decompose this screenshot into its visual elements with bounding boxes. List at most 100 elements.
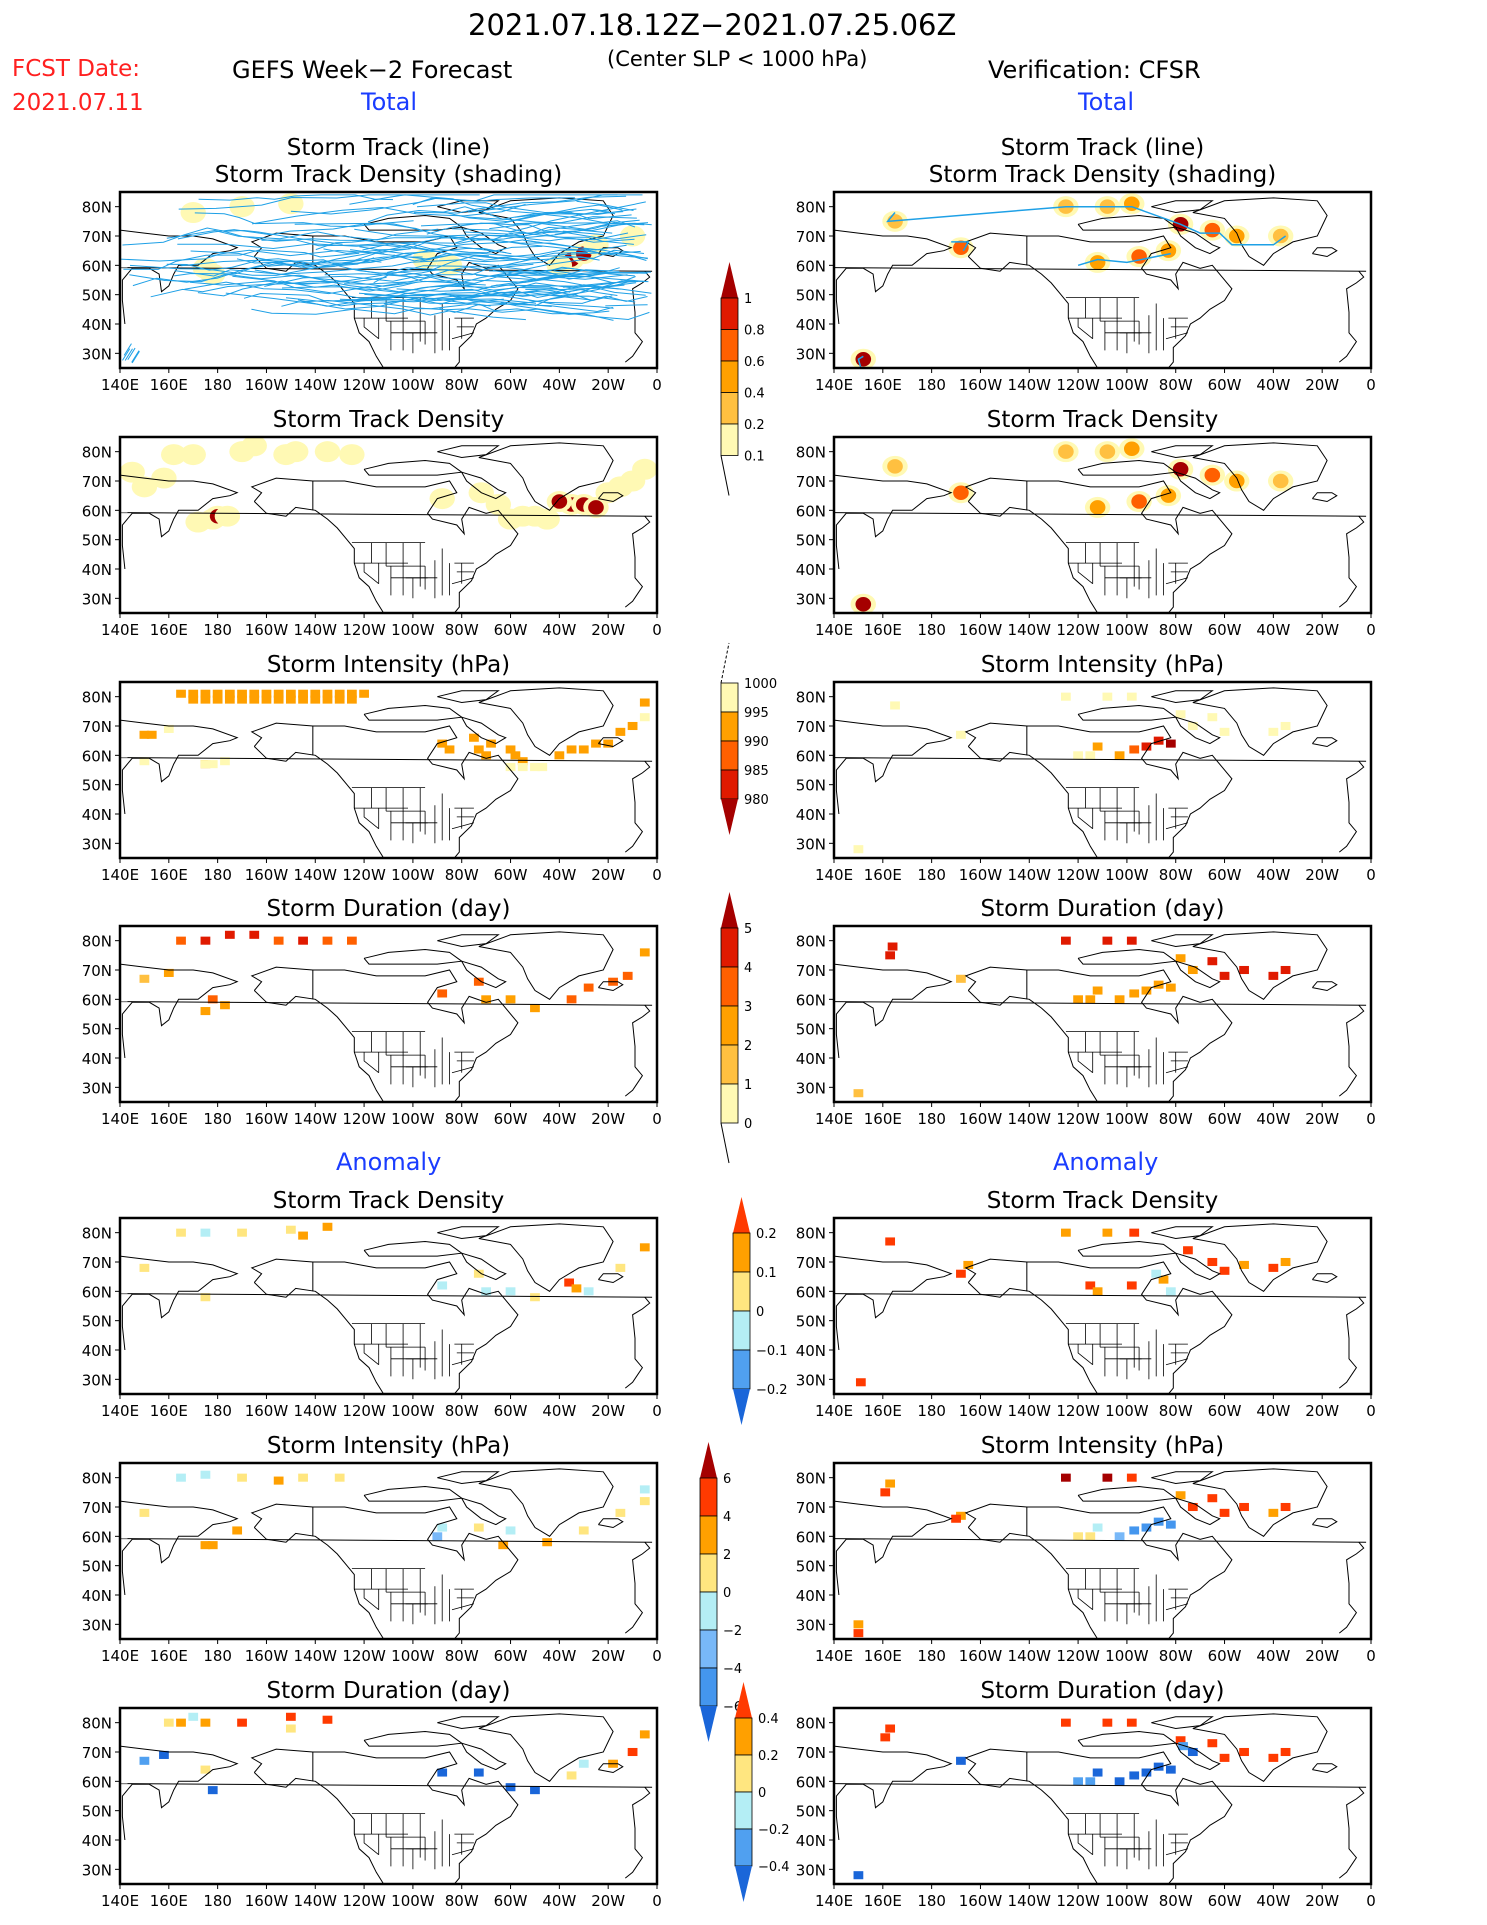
y-tick-label: 50N [82,532,112,550]
shading-cell [200,936,211,945]
storm-track-line [194,212,414,228]
x-tick-label: 80W [1159,1647,1193,1665]
shading-cell [1219,1753,1230,1762]
shading-cell [1085,751,1096,760]
panel-plot-area [120,1712,653,1884]
y-tick-label: 30N [82,345,112,363]
state-border [1077,1589,1093,1611]
x-tick-label: 120W [342,1892,386,1910]
coastline [120,1783,653,1788]
y-tick-label: 60N [82,502,112,520]
shading-cell [176,1718,186,1727]
shading-cell [261,695,272,704]
y-tick-label: 80N [82,933,112,951]
state-border [1165,1848,1189,1856]
x-tick-label: 140E [815,1647,853,1665]
shading-cell [1114,751,1125,760]
shading-cell [1153,1517,1164,1526]
shading-cell [956,730,966,739]
y-tick-label: 80N [82,1715,112,1733]
x-tick-label: 100W [1105,1892,1149,1910]
coastline [250,477,519,613]
x-tick-label: 40W [542,1647,576,1665]
panel-plot-area [120,437,657,613]
shading-cell [437,1281,448,1290]
x-tick-label: 160W [959,866,1003,884]
shading-cell [566,1771,577,1780]
shading-cell [273,936,284,945]
colorbar-segment [720,966,739,1007]
storm-track-line [344,258,590,285]
shading-cell [200,1718,211,1727]
shading-cell [176,1228,186,1237]
storm-track-line [197,280,419,297]
shading-cell [1126,1473,1137,1482]
coastline [834,1783,1367,1788]
colorbar-segment [720,1044,739,1085]
colorbar-segment [720,392,739,425]
map-frame [832,190,1373,370]
coastline [250,1258,519,1394]
coastline [964,1748,1233,1884]
shading-cell [1272,228,1289,244]
state-border [363,1052,379,1074]
y-tick-label: 80N [796,933,826,951]
coastline [1338,270,1365,363]
shading-cell [1204,467,1221,483]
shading-cell [1129,1228,1140,1237]
shading-cell [1061,692,1071,701]
shading-cell [176,936,186,945]
coastline [1192,1223,1328,1292]
shading-cell [1141,742,1152,751]
shading-cell [347,936,357,945]
shading-cell [890,701,900,710]
shading-cell [530,1786,540,1795]
storm-track-line [602,222,649,227]
storm-track-line [123,249,360,270]
x-tick-label: 160E [864,1892,902,1910]
shading-cell [232,1526,243,1535]
storm-track-line [483,288,618,297]
shading-cell [200,1007,211,1016]
map-frame [832,680,1373,860]
shading-cell [1268,727,1279,736]
fcst-date-label: FCST Date: [12,56,140,82]
colorbar-segment [699,1591,718,1631]
y-tick-label: 30N [796,345,826,363]
shading-cell [1165,983,1176,992]
storm-track-line [358,292,614,313]
storm-track-line [605,304,648,307]
x-tick-label: 120W [1056,1892,1100,1910]
y-tick-label: 80N [82,1470,112,1488]
shading-cell [319,444,336,459]
panel-title: Storm Track Density (shading) [929,162,1276,188]
x-tick-label: 100W [1105,1647,1149,1665]
shading-cell [571,1284,582,1293]
x-tick-label: 160W [245,1647,289,1665]
shading-cell [139,757,150,766]
shading-cell [261,689,272,698]
shading-cell [1073,751,1083,760]
shading-cell [220,757,230,766]
shading-cell [481,1287,492,1296]
x-tick-label: 180 [203,1647,232,1665]
shading-cell [853,1089,864,1098]
storm-track-line [536,230,634,245]
coastline [363,459,464,476]
shading-cell [963,1260,974,1269]
shading-cell [1175,710,1186,719]
x-tick-label: 140E [101,621,139,639]
y-tick-label: 80N [796,1225,826,1243]
shading-cell [1219,1508,1230,1517]
coastline [1338,1541,1365,1634]
x-tick-label: 160E [864,1647,902,1665]
storm-track-line [129,256,423,276]
storm-track-line [225,292,504,310]
shading-cell [287,444,304,459]
shading-cell [146,730,157,739]
shading-cell [285,1712,296,1721]
coastline [967,256,1099,368]
coastline [598,492,624,503]
shading-cell [1126,936,1137,945]
storm-track-line [184,281,478,295]
